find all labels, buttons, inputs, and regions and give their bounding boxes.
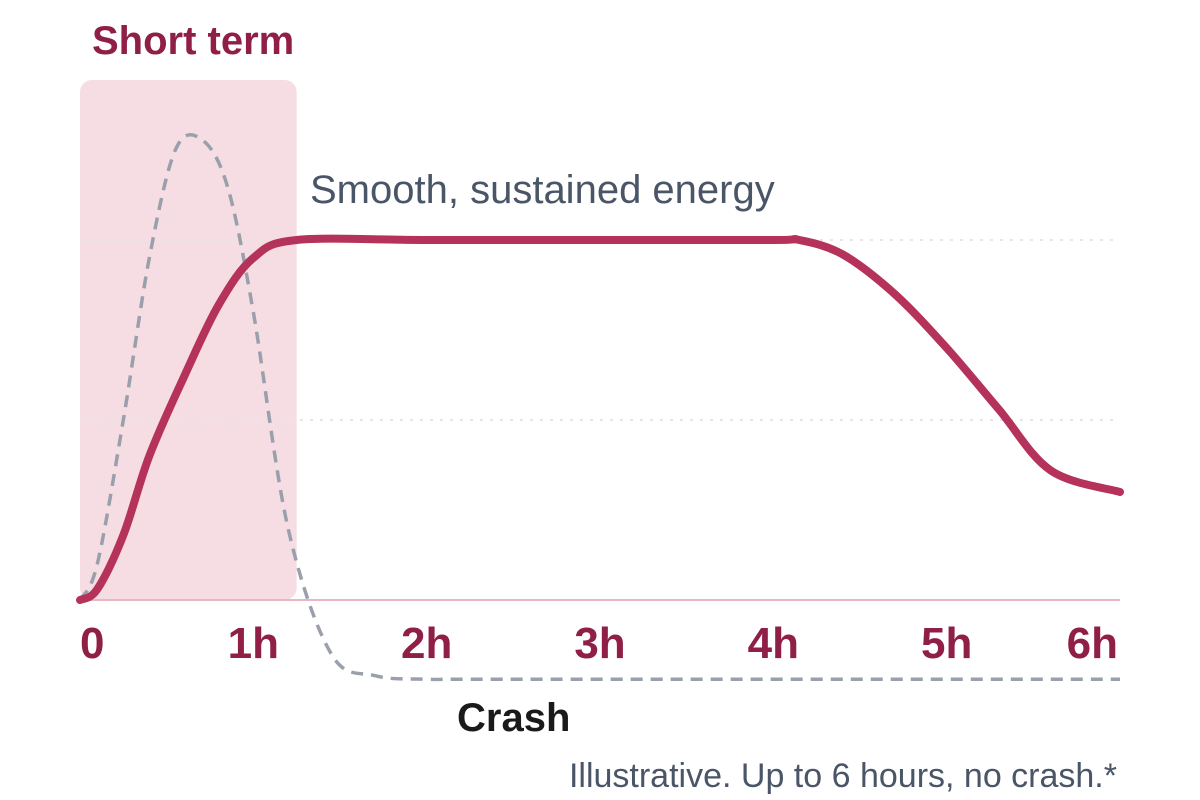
x-tick-label: 6h	[1067, 619, 1118, 668]
crash-series-line	[78, 133, 1120, 682]
smooth-series-line	[76, 234, 1124, 604]
x-tick-label: 0	[80, 619, 104, 668]
x-tick-label: 4h	[748, 619, 799, 668]
crash-label: Crash	[457, 696, 570, 740]
short-term-label: Short term	[92, 19, 294, 63]
x-tick-label: 2h	[401, 619, 452, 668]
x-tick-label: 5h	[921, 619, 972, 668]
smooth-energy-label: Smooth, sustained energy	[310, 168, 775, 212]
x-tick-label: 3h	[574, 619, 625, 668]
x-axis-ticks: 0 1h 2h 3h 4h 5h 6h	[80, 619, 1118, 668]
short-term-highlight	[80, 80, 297, 600]
x-tick-label: 1h	[228, 619, 279, 668]
footnote: Illustrative. Up to 6 hours, no crash.*	[569, 757, 1117, 795]
